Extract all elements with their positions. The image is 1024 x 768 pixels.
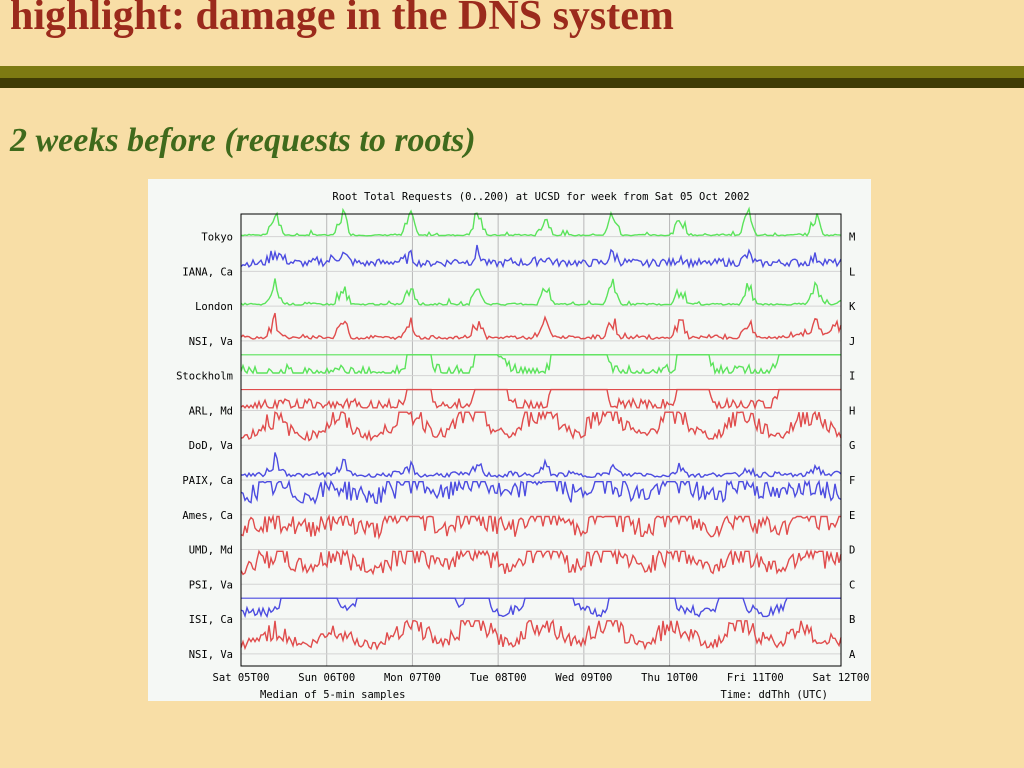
x-tick-label: Sat 12T00	[813, 672, 870, 684]
x-axis-ticks: Sat 05T00 Sun 06T00 Mon 07T00 Tue 08T00 Wed …	[213, 672, 870, 684]
x-tick-label: Fri 11T00	[727, 672, 784, 684]
row-label: NSI, Va	[189, 649, 233, 661]
root-letter: G	[849, 440, 855, 452]
row-label: Tokyo	[201, 232, 233, 244]
root-letter: B	[849, 614, 855, 626]
series-layer	[240, 206, 842, 651]
row-label: Ames, Ca	[182, 510, 233, 522]
series-line-l	[240, 244, 842, 270]
series-line-k	[240, 278, 842, 307]
title-rule-bottom	[0, 78, 1024, 88]
row-label: NSI, Va	[189, 336, 233, 348]
row-label: IANA, Ca	[182, 266, 233, 278]
row-label: DoD, Va	[189, 440, 233, 452]
root-letter: E	[849, 510, 855, 522]
chart-frame: Root Total Requests (0..200) at UCSD for…	[148, 179, 871, 701]
series-line-f	[241, 452, 842, 479]
slide-subtitle: 2 weeks before (requests to roots)	[10, 122, 476, 159]
root-letter: F	[849, 475, 855, 487]
root-letter: I	[849, 371, 855, 383]
root-letter: H	[849, 405, 855, 417]
x-axis-label: Median of 5-min samples	[260, 689, 405, 701]
time-label: Time: ddThh (UTC)	[721, 689, 828, 701]
root-letter: A	[849, 649, 856, 661]
row-label: PAIX, Ca	[182, 475, 233, 487]
row-labels: Tokyo IANA, Ca London NSI, Va Stockholm ARL, …	[176, 232, 233, 661]
root-letter: J	[849, 336, 855, 348]
root-letter: L	[849, 266, 855, 278]
row-label: UMD, Md	[189, 545, 233, 557]
slide-title: highlight: damage in the DNS system	[10, 0, 674, 39]
series-line-a	[240, 618, 842, 651]
series-line-i	[240, 354, 841, 376]
series-line-e	[240, 479, 842, 505]
plot-border	[240, 213, 842, 667]
series-line-g	[240, 409, 842, 442]
series-line-d	[240, 513, 841, 540]
row-label: Stockholm	[176, 371, 233, 383]
series-line-j	[240, 312, 842, 341]
root-letter: K	[849, 301, 856, 313]
root-requests-chart: Root Total Requests (0..200) at UCSD for…	[176, 191, 870, 701]
x-tick-label: Wed 09T00	[555, 672, 612, 684]
series-line-m	[240, 206, 842, 238]
x-tick-label: Sun 06T00	[298, 672, 355, 684]
x-tick-label: Tue 08T00	[470, 672, 527, 684]
root-labels: M L K J I H G F E D C B A	[849, 232, 856, 661]
root-letter: D	[849, 545, 855, 557]
chart-grid	[241, 214, 841, 666]
row-label: PSI, Va	[189, 579, 233, 591]
chart-title: Root Total Requests (0..200) at UCSD for…	[332, 191, 749, 203]
title-rule-top	[0, 66, 1024, 78]
root-letter: C	[849, 579, 855, 591]
row-label: London	[195, 301, 233, 313]
x-tick-label: Mon 07T00	[384, 672, 441, 684]
x-tick-label: Thu 10T00	[641, 672, 698, 684]
series-line-b	[240, 597, 841, 619]
root-letter: M	[849, 232, 855, 244]
series-line-c	[240, 548, 842, 576]
row-label: ARL, Md	[189, 405, 233, 417]
x-tick-label: Sat 05T00	[213, 672, 270, 684]
row-label: ISI, Ca	[189, 614, 233, 626]
series-line-h	[240, 388, 841, 411]
